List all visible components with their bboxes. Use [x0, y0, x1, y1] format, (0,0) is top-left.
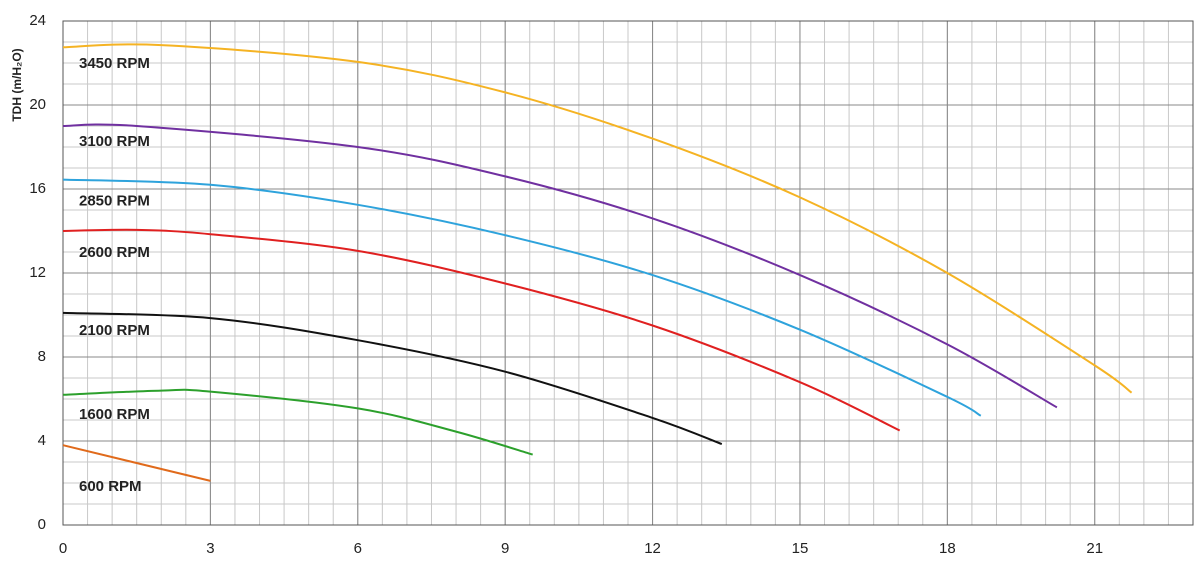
series-label: 3450 RPM [79, 55, 150, 72]
curve [62, 43, 1133, 394]
y-tick-label: 16 [29, 180, 46, 197]
y-tick-label: 8 [38, 348, 46, 365]
series-label: 600 RPM [79, 478, 142, 495]
y-tick-label: 4 [38, 432, 46, 449]
x-tick-label: 15 [792, 540, 809, 557]
curve [62, 311, 723, 446]
series-label: 2850 RPM [79, 193, 150, 210]
y-tick-label: 0 [38, 516, 46, 533]
series-label: 3100 RPM [79, 133, 150, 150]
x-tick-label: 9 [501, 540, 509, 557]
y-tick-label: 12 [29, 264, 46, 281]
x-tick-label: 6 [354, 540, 362, 557]
curve [62, 123, 1058, 409]
x-tick-label: 21 [1086, 540, 1103, 557]
series-label: 2100 RPM [79, 322, 150, 339]
curve [62, 388, 533, 456]
series-label: 1600 RPM [79, 406, 150, 423]
y-axis-label: TDH (m/H₂O) [10, 48, 24, 121]
curve [62, 178, 982, 417]
y-tick-label: 20 [29, 96, 46, 113]
series-label: 2600 RPM [79, 244, 150, 261]
plot-frame [62, 20, 1194, 526]
curve [62, 228, 901, 432]
curve [62, 444, 211, 482]
x-tick-label: 3 [206, 540, 214, 557]
y-tick-label: 24 [29, 12, 46, 29]
x-tick-label: 12 [644, 540, 661, 557]
x-tick-label: 18 [939, 540, 956, 557]
x-tick-label: 0 [59, 540, 67, 557]
